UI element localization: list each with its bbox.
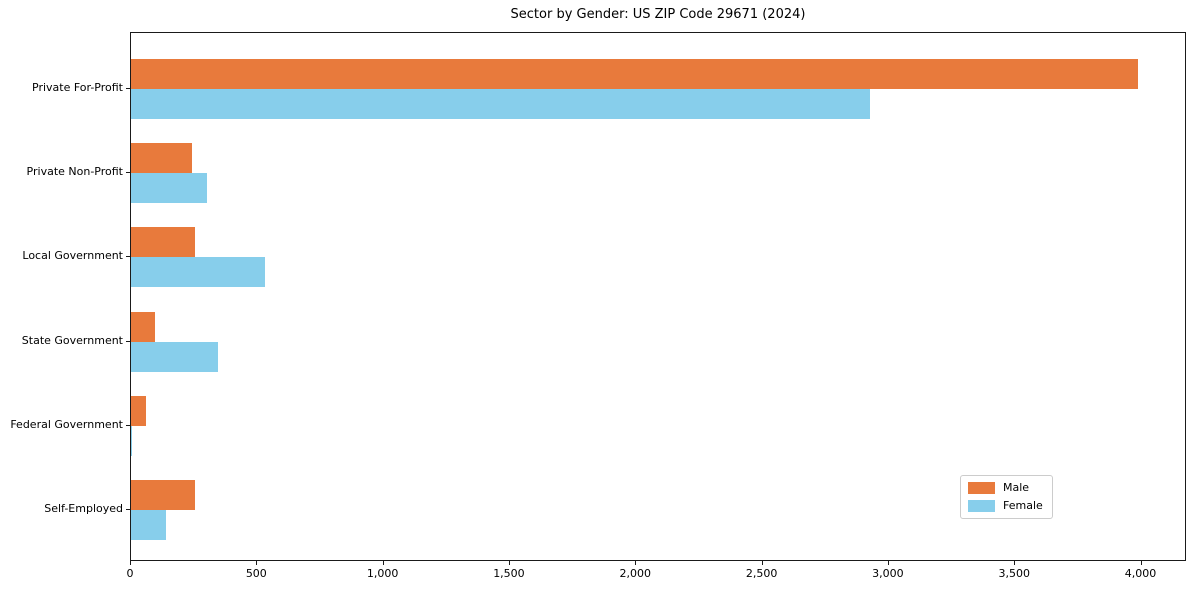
bar-female-federal-government <box>131 425 133 456</box>
x-tick-label-4000: 4,000 <box>1124 567 1157 580</box>
x-tick-mark-1000 <box>382 561 384 565</box>
x-tick-mark-2000 <box>635 561 637 565</box>
bar-male-self-employed <box>131 480 196 510</box>
bar-male-federal-government <box>131 395 147 426</box>
y-tick-mark-self-employed <box>126 509 130 510</box>
x-tick-mark-500 <box>256 561 258 565</box>
bar-female-private-non-profit <box>131 173 207 204</box>
y-tick-label-private-non-profit: Private Non-Profit <box>26 165 123 179</box>
bar-female-local-government <box>131 257 265 288</box>
x-tick-mark-1500 <box>508 561 510 565</box>
y-tick-mark-private-non-profit <box>126 172 130 174</box>
bar-female-state-government <box>131 341 219 372</box>
x-tick-label-1500: 1,500 <box>493 567 525 580</box>
x-tick-label-0: 0 <box>126 567 134 580</box>
x-tick-label-2000: 2,000 <box>619 567 652 580</box>
male-legend-label: Male <box>1003 481 1030 494</box>
x-tick-label-2500: 2,500 <box>745 567 778 580</box>
x-tick-label-1000: 1,000 <box>366 567 399 580</box>
x-tick-mark-3500 <box>1014 561 1016 565</box>
y-tick-label-local-government: Local Government <box>22 249 123 263</box>
x-tick-mark-3000 <box>887 561 889 565</box>
female-legend-swatch <box>968 500 995 512</box>
bar-female-private-for-profit <box>131 89 870 119</box>
bar-male-state-government <box>131 311 155 342</box>
legend-item-female: Female <box>968 499 1043 513</box>
female-legend-label: Female <box>1003 499 1043 512</box>
x-tick-label-3000: 3,000 <box>872 567 904 580</box>
bar-male-private-non-profit <box>131 143 192 174</box>
x-tick-label-500: 500 <box>245 567 267 580</box>
x-tick-label-3500: 3,500 <box>998 567 1030 580</box>
y-tick-mark-private-for-profit <box>126 88 130 89</box>
x-tick-mark-4000 <box>1140 561 1142 565</box>
y-tick-label-federal-government: Federal Government <box>10 417 123 431</box>
chart-title: Sector by Gender: US ZIP Code 29671 (202… <box>510 7 806 22</box>
legend: Male Female <box>960 475 1053 519</box>
bar-male-private-for-profit <box>131 59 1138 89</box>
y-tick-label-state-government: State Government <box>21 333 123 347</box>
y-tick-mark-local-government <box>126 256 130 258</box>
x-tick-mark-2500 <box>761 561 763 565</box>
y-tick-mark-state-government <box>126 340 130 342</box>
x-tick-mark-0 <box>130 561 131 565</box>
male-legend-swatch <box>968 482 995 494</box>
bar-male-local-government <box>131 227 196 258</box>
y-tick-mark-federal-government <box>126 424 130 426</box>
legend-item-male: Male <box>968 481 1043 495</box>
bar-female-self-employed <box>131 510 167 540</box>
plot-area <box>130 32 1186 561</box>
y-tick-label-private-for-profit: Private For-Profit <box>32 81 123 94</box>
y-tick-label-self-employed: Self-Employed <box>44 502 123 515</box>
